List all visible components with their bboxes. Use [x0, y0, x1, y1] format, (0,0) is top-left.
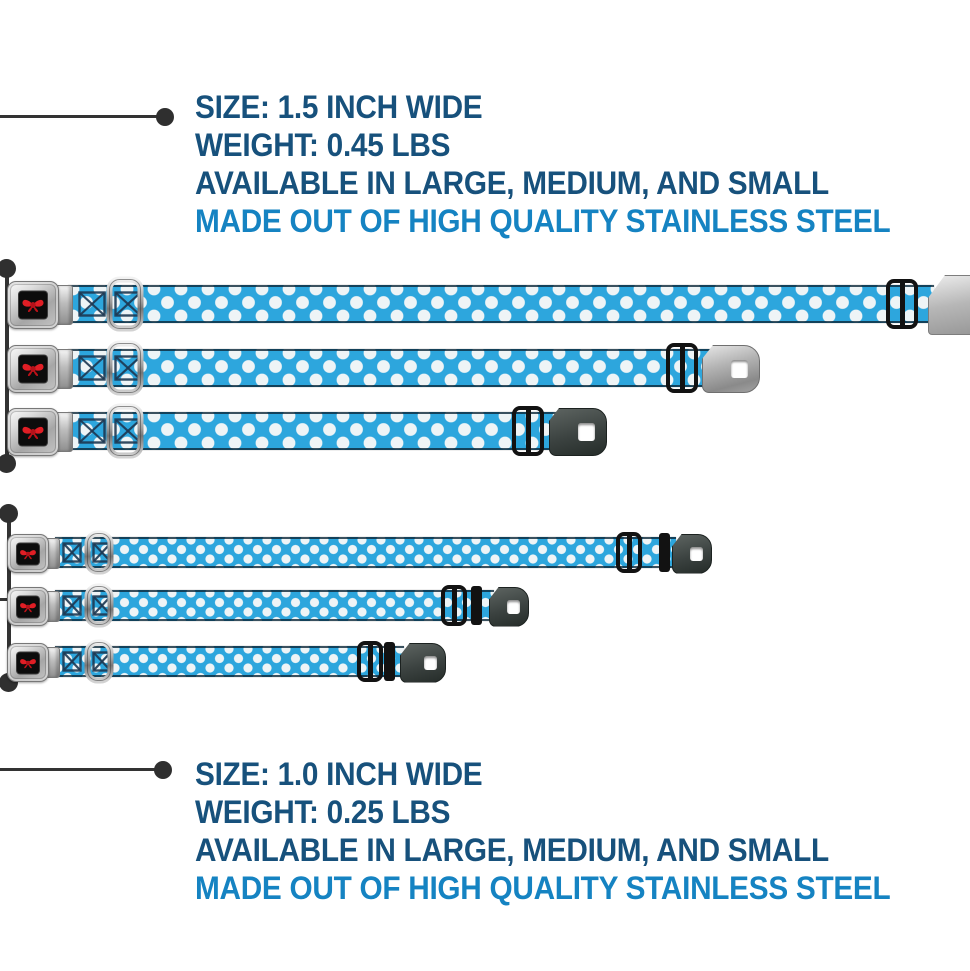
seatbelt-buckle: [7, 345, 59, 393]
spec-block-small-collars: SIZE: 1.0 INCH WIDE WEIGHT: 0.25 LBS AVA…: [195, 755, 943, 907]
spec-size-large: SIZE: 1.5 INCH WIDE: [195, 89, 483, 125]
d-ring: [106, 403, 144, 459]
seatbelt-buckle: [7, 408, 59, 456]
strap-keeper: [384, 642, 395, 681]
stitch-box: [78, 355, 106, 381]
tongue-hole: [578, 423, 595, 441]
d-ring: [106, 276, 144, 332]
buckle-center-panel: [19, 355, 47, 383]
bracket-small-tick: [0, 598, 9, 601]
collar-webbing: [68, 412, 560, 450]
bracket-large-top-dot: [0, 259, 16, 278]
minnie-bow-icon: [19, 547, 37, 560]
minnie-bow-icon: [21, 297, 45, 314]
strap-slider: [441, 585, 467, 626]
slider-center-bar: [899, 280, 905, 328]
seatbelt-buckle: [7, 534, 49, 573]
spec-size-small: SIZE: 1.0 INCH WIDE: [195, 756, 483, 792]
tongue-hole: [507, 599, 520, 614]
strap-keeper: [471, 586, 482, 625]
tongue-hole: [424, 655, 437, 670]
stitch-box: [78, 291, 106, 317]
buckle-tongue: [489, 586, 529, 627]
minnie-bow-icon: [21, 424, 45, 441]
collar-webbing: [55, 590, 494, 621]
seatbelt-buckle: [7, 587, 49, 626]
buckle-center-panel: [17, 596, 39, 617]
seatbelt-buckle: [7, 643, 49, 682]
d-ring: [84, 639, 114, 684]
spec-availability-large: AVAILABLE IN LARGE, MEDIUM, AND SMALL: [195, 165, 829, 201]
buckle-tongue: [672, 533, 712, 574]
minnie-bow-icon: [19, 656, 37, 669]
collar-webbing: [68, 285, 934, 323]
stitch-box: [62, 595, 82, 616]
strap-slider: [616, 532, 642, 573]
buckle-center-panel: [19, 291, 47, 319]
strap-slider: [886, 279, 918, 329]
slider-center-bar: [626, 533, 632, 572]
callout-line-top: [0, 115, 160, 118]
buckle-tongue: [702, 345, 760, 393]
stitch-box: [62, 542, 82, 563]
slider-center-bar: [679, 344, 685, 392]
callout-line-bottom: [0, 768, 158, 771]
spec-weight-small: WEIGHT: 0.25 LBS: [195, 794, 451, 830]
d-ring: [84, 530, 114, 575]
strap-slider: [512, 406, 544, 456]
strap-slider: [666, 343, 698, 393]
slider-center-bar: [367, 642, 373, 681]
stitch-box: [78, 418, 106, 444]
d-ring: [106, 340, 144, 396]
collar-webbing: [68, 349, 716, 387]
collar-webbing: [55, 537, 676, 568]
strap-slider: [357, 641, 383, 682]
minnie-bow-icon: [21, 361, 45, 378]
spec-block-large-collars: SIZE: 1.5 INCH WIDE WEIGHT: 0.45 LBS AVA…: [195, 88, 943, 240]
spec-material-large: MADE OUT OF HIGH QUALITY STAINLESS STEEL: [195, 203, 891, 239]
spec-weight-large: WEIGHT: 0.45 LBS: [195, 127, 451, 163]
spec-material-small: MADE OUT OF HIGH QUALITY STAINLESS STEEL: [195, 870, 891, 906]
stitch-box: [62, 651, 82, 672]
tongue-hole: [731, 360, 748, 378]
buckle-tongue: [928, 275, 970, 335]
seatbelt-buckle: [7, 281, 59, 329]
bracket-small-top-dot: [0, 504, 18, 523]
callout-dot-top: [156, 108, 174, 126]
d-ring: [84, 583, 114, 628]
bracket-large-bottom-dot: [0, 454, 16, 473]
slider-center-bar: [525, 407, 531, 455]
buckle-tongue: [400, 642, 446, 683]
slider-center-bar: [451, 586, 457, 625]
buckle-tongue: [549, 408, 607, 456]
minnie-bow-icon: [19, 600, 37, 613]
stitch-box: [114, 355, 142, 381]
buckle-center-panel: [17, 652, 39, 673]
spec-availability-small: AVAILABLE IN LARGE, MEDIUM, AND SMALL: [195, 832, 829, 868]
tongue-hole: [690, 546, 703, 561]
strap-keeper: [659, 533, 670, 572]
buckle-center-panel: [19, 418, 47, 446]
buckle-center-panel: [17, 543, 39, 564]
callout-dot-bottom: [154, 761, 172, 779]
